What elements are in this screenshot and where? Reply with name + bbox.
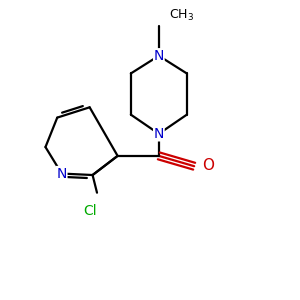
Text: O: O xyxy=(202,158,214,173)
Text: N: N xyxy=(56,167,67,181)
Text: CH$_3$: CH$_3$ xyxy=(169,8,194,23)
Text: N: N xyxy=(154,127,164,141)
Text: Cl: Cl xyxy=(83,205,97,218)
Text: N: N xyxy=(154,49,164,63)
